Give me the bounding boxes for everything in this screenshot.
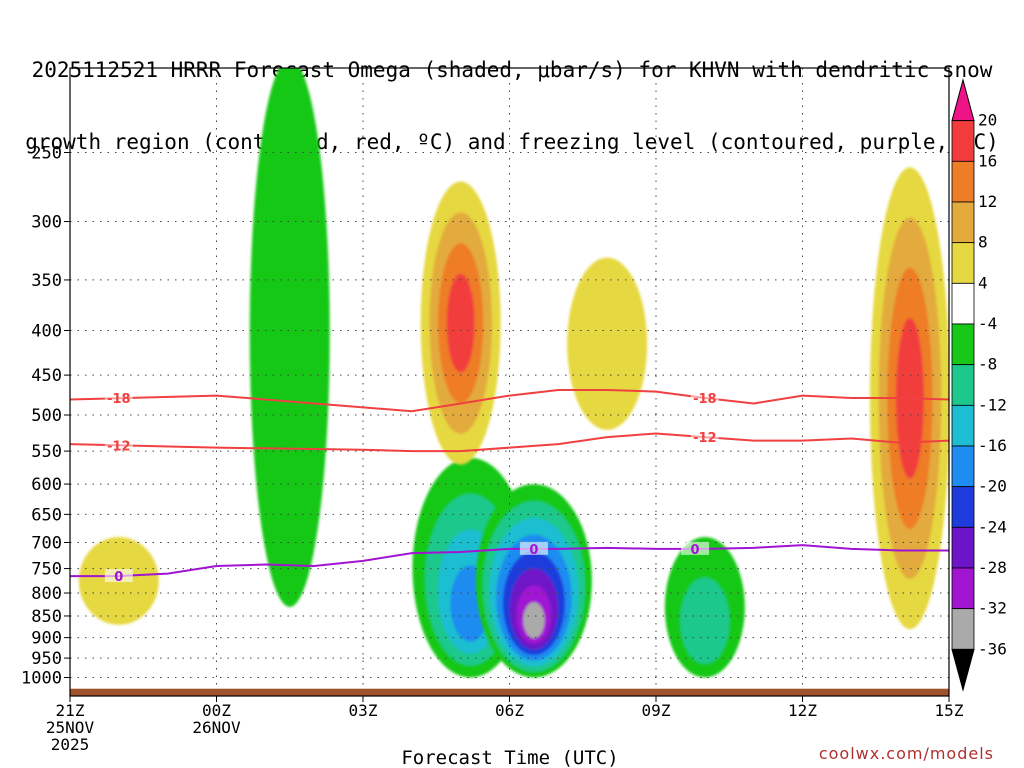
colorbar-label-9: -20: [978, 477, 1007, 496]
contour-label-bg--18-1: [690, 390, 719, 404]
x-tick-label-0-1: 25NOV: [46, 718, 95, 737]
x-tick-label-3-1: 26NOV: [192, 718, 241, 737]
colorbar-swatch-5: [951, 282, 975, 325]
temperature-contours: -18 -18 -12 -12 0 0 0: [70, 388, 949, 585]
y-tick-label-800: 800: [31, 584, 62, 604]
colorbar-label-3: 8: [978, 233, 988, 252]
colorbar-label-7: -12: [978, 395, 1007, 414]
omega-feature-ascent-2: [475, 484, 592, 678]
x-tick-label-15-0: 12Z: [788, 701, 817, 720]
y-tick-label-450: 450: [31, 366, 62, 386]
x-tick-label-6-0: 03Z: [349, 701, 378, 720]
y-tick-label-250: 250: [31, 144, 62, 164]
y-tick-label-1000: 1000: [21, 669, 62, 689]
omega-field: [78, 68, 949, 678]
credit-link[interactable]: coolwx.com/models: [818, 744, 994, 763]
colorbar-label-12: -32: [978, 599, 1007, 618]
y-tick-label-500: 500: [31, 406, 62, 426]
contour-label--12-0: -12: [107, 439, 131, 454]
contour-label-0-1: 0: [529, 543, 538, 558]
colorbar-label-11: -28: [978, 558, 1007, 577]
contour-label-bg-0-2: [681, 541, 710, 555]
contour-label-bg--12-1: [690, 430, 719, 444]
colorbar-cap-top: [951, 78, 975, 122]
x-axis-label: Forecast Time (UTC): [401, 747, 618, 768]
colorbar: 20 16 12 8 4 -4 -8 -12 -16 -20 -24 -28 -32 -36: [951, 78, 1007, 692]
y-tick-label-550: 550: [31, 442, 62, 462]
colorbar-swatch-11: [951, 526, 975, 569]
y-tick-label-850: 850: [31, 607, 62, 627]
omega-level-6: [567, 257, 648, 430]
colorbar-label-1: 16: [978, 151, 997, 170]
colorbar-cap-bottom: [951, 648, 975, 692]
y-tick-label-700: 700: [31, 533, 62, 553]
contour-0: [70, 544, 949, 578]
x-tick-label-18-0: 15Z: [935, 701, 964, 720]
y-tick-label-900: 900: [31, 629, 62, 649]
omega-feature-subsidence-4: [420, 181, 501, 465]
colorbar-label-10: -24: [978, 517, 1007, 536]
omega-feature-subsidence-5: [567, 257, 648, 430]
x-tick-label-0-2: 2025: [51, 735, 90, 754]
omega-level-18: [446, 273, 475, 373]
x-tick-label-9-0: 06Z: [495, 701, 524, 720]
chart-title: 2025112521 HRRR Forecast Omega (shaded, …: [0, 10, 1024, 178]
colorbar-swatch-1: [951, 120, 975, 162]
x-tick-label-0-0: 21Z: [56, 701, 85, 720]
contour-label-bg--18-0: [104, 391, 133, 405]
terrain-bar: [70, 688, 949, 696]
colorbar-label-5: -4: [978, 314, 997, 333]
colorbar-label-8: -16: [978, 436, 1007, 455]
colorbar-swatch-4: [951, 242, 975, 284]
colorbar-swatch-12: [951, 567, 975, 610]
contour-label-bg--12-0: [104, 438, 133, 452]
contour--12: [70, 432, 949, 453]
y-tick-label-950: 950: [31, 649, 62, 669]
y-tick-label-400: 400: [31, 322, 62, 342]
contour-label-0-2: 0: [691, 543, 700, 558]
colorbar-label-0: 20: [978, 111, 997, 130]
contour-label-bg-0-1: [519, 541, 548, 555]
colorbar-swatch-10: [951, 486, 975, 528]
omega-level--10: [680, 577, 730, 665]
contour-label--12-1: -12: [693, 431, 717, 446]
colorbar-swatch-8: [951, 404, 975, 447]
contour-label--18-1: -18: [693, 392, 717, 407]
colorbar-swatch-2: [951, 160, 975, 203]
colorbar-swatch-7: [951, 364, 975, 406]
colorbar-label-4: 4: [978, 273, 988, 292]
omega-level--6: [249, 68, 330, 607]
contour--18: [70, 388, 949, 413]
contour-label--18-0: -18: [107, 392, 131, 407]
colorbar-swatch-3: [951, 201, 975, 244]
y-tick-label-750: 750: [31, 560, 62, 580]
chart-title-line1: 2025112521 HRRR Forecast Omega (shaded, …: [31, 58, 993, 82]
omega-feature-ascent-3: [664, 536, 745, 678]
grid-lines: [69, 68, 950, 696]
colorbar-swatch-13: [951, 608, 975, 650]
colorbar-label-2: 12: [978, 192, 997, 211]
y-tick-label-600: 600: [31, 475, 62, 495]
contour-label-0-0: 0: [114, 570, 123, 585]
axes: 2503003504004505005506006507007508008509…: [21, 67, 964, 754]
y-tick-label-300: 300: [31, 213, 62, 233]
colorbar-swatch-6: [951, 323, 975, 366]
y-tick-label-350: 350: [31, 271, 62, 291]
contour-label-bg-0-0: [104, 569, 133, 583]
colorbar-label-13: -36: [978, 639, 1007, 658]
colorbar-swatch-9: [951, 445, 975, 488]
omega-level--34: [523, 602, 545, 639]
x-tick-label-12-0: 09Z: [642, 701, 671, 720]
y-tick-label-650: 650: [31, 505, 62, 525]
omega-feature-ascent-0: [249, 68, 330, 607]
x-tick-label-3-0: 00Z: [202, 701, 231, 720]
colorbar-label-6: -8: [978, 355, 997, 374]
